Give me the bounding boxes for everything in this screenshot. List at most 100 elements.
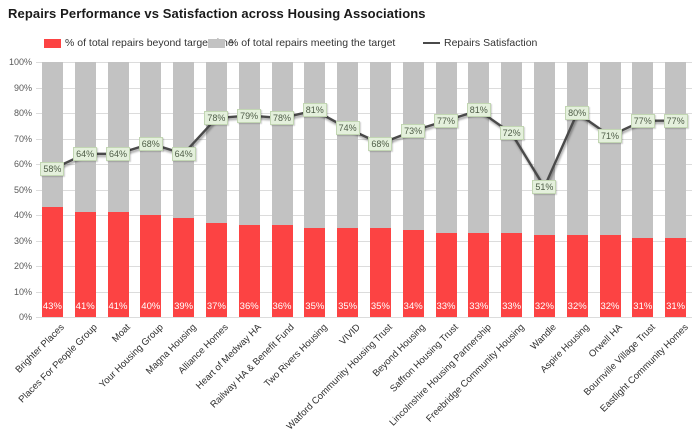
line-value-label: 64% [73, 146, 98, 161]
bar-value-label: 39% [174, 301, 194, 312]
line-value-label: 64% [106, 146, 130, 161]
bar-meeting-target [107, 62, 129, 213]
gridline [36, 240, 692, 242]
bar-meeting-target [533, 62, 555, 236]
bar-beyond-target [665, 237, 687, 317]
line-value-label: 77% [663, 113, 688, 128]
line-value-label: 58% [40, 162, 65, 177]
gridline [36, 317, 692, 318]
bar-beyond-target [468, 232, 490, 317]
gridline [36, 62, 692, 63]
bar-value-label: 31% [633, 301, 653, 312]
bar-beyond-target [41, 207, 63, 317]
line-value-label: 78% [204, 111, 229, 126]
line-value-label: 71% [598, 128, 622, 143]
red-bar-swatch-icon [44, 38, 61, 48]
bar-beyond-target [402, 230, 424, 317]
legend-item-meeting-target: % of total repairs meeting the target [208, 37, 395, 49]
x-axis-label: Moat [110, 322, 133, 345]
bar-beyond-target [304, 227, 326, 317]
bar-beyond-target [140, 215, 162, 317]
bar-meeting-target [205, 62, 227, 223]
bar-value-label: 33% [436, 301, 456, 312]
gridline [36, 87, 692, 89]
bar-value-label: 35% [305, 301, 325, 312]
bar-beyond-target [107, 212, 129, 317]
x-axis-label: Wandle [528, 322, 560, 353]
y-axis-label: 100% [8, 57, 32, 67]
bar-beyond-target [173, 217, 195, 317]
bar-meeting-target [468, 62, 490, 233]
gridline [36, 164, 692, 165]
line-value-label: 51% [532, 179, 557, 194]
gridline [36, 189, 692, 191]
bar-value-label: 33% [469, 301, 489, 312]
gridline [36, 215, 692, 216]
bar-beyond-target [501, 232, 523, 317]
line-value-label: 80% [565, 106, 590, 120]
x-axis-label: VIVID [337, 322, 363, 348]
legend-label-meeting-target: % of total repairs meeting the target [229, 37, 396, 49]
line-value-label: 68% [138, 136, 163, 151]
bar-meeting-target [435, 62, 457, 233]
bar-meeting-target [337, 62, 359, 228]
bar-meeting-target [402, 62, 424, 231]
bar-value-label: 33% [502, 301, 522, 312]
bar-beyond-target [566, 235, 588, 317]
bar-meeting-target [74, 62, 96, 213]
bar-value-label: 31% [666, 301, 686, 312]
y-axis-label: 40% [13, 210, 32, 220]
y-axis-label: 20% [13, 261, 32, 271]
gridline [36, 138, 692, 140]
bar-meeting-target [304, 62, 326, 228]
bar-beyond-target [599, 235, 621, 317]
bar-beyond-target [205, 222, 227, 317]
legend-item-beyond-target: % of total repairs beyond target time [44, 37, 234, 49]
legend-label-beyond-target: % of total repairs beyond target time [65, 37, 234, 49]
bar-beyond-target [435, 232, 457, 317]
line-value-label: 77% [630, 113, 655, 128]
line-value-label: 74% [335, 121, 360, 136]
bar-value-label: 35% [338, 301, 358, 312]
bar-value-label: 43% [42, 301, 62, 312]
line-value-label: 77% [434, 113, 458, 128]
bar-beyond-target [533, 235, 555, 317]
line-swatch-icon [423, 41, 440, 45]
line-value-label: 81% [302, 103, 327, 118]
bar-meeting-target [238, 62, 260, 226]
gridline [36, 113, 692, 114]
bar-meeting-target [501, 62, 523, 233]
line-value-label: 68% [368, 136, 393, 151]
y-axis-label: 10% [13, 286, 32, 297]
line-value-label: 79% [237, 108, 262, 123]
bar-meeting-target [173, 62, 195, 218]
bar-value-label: 35% [370, 301, 390, 312]
chart-title: Repairs Performance vs Satisfaction acro… [8, 6, 426, 21]
legend-label-satisfaction: Repairs Satisfaction [444, 37, 538, 49]
y-axis-label: 90% [13, 82, 32, 93]
y-axis-label: 70% [13, 133, 32, 144]
bar-value-label: 41% [75, 301, 95, 312]
bar-beyond-target [337, 227, 359, 317]
x-axis-label: Two Rivers Housing [262, 322, 330, 390]
bar-value-label: 36% [239, 301, 259, 312]
gridline [36, 291, 692, 293]
bar-value-label: 34% [403, 301, 423, 312]
y-axis-label: 60% [13, 159, 32, 169]
bar-meeting-target [599, 62, 621, 236]
line-value-label: 73% [401, 123, 426, 138]
bar-meeting-target [566, 62, 588, 236]
bar-meeting-target [41, 62, 63, 208]
bar-value-label: 40% [141, 301, 161, 312]
line-value-label: 72% [499, 126, 524, 141]
bar-meeting-target [271, 62, 293, 226]
bar-meeting-target [632, 62, 654, 238]
bar-value-label: 36% [272, 301, 292, 312]
line-value-label: 78% [270, 111, 294, 126]
bar-value-label: 32% [534, 301, 554, 312]
bar-meeting-target [665, 62, 687, 238]
bar-value-label: 41% [108, 301, 128, 312]
bar-beyond-target [632, 237, 654, 317]
bar-beyond-target [238, 225, 260, 317]
